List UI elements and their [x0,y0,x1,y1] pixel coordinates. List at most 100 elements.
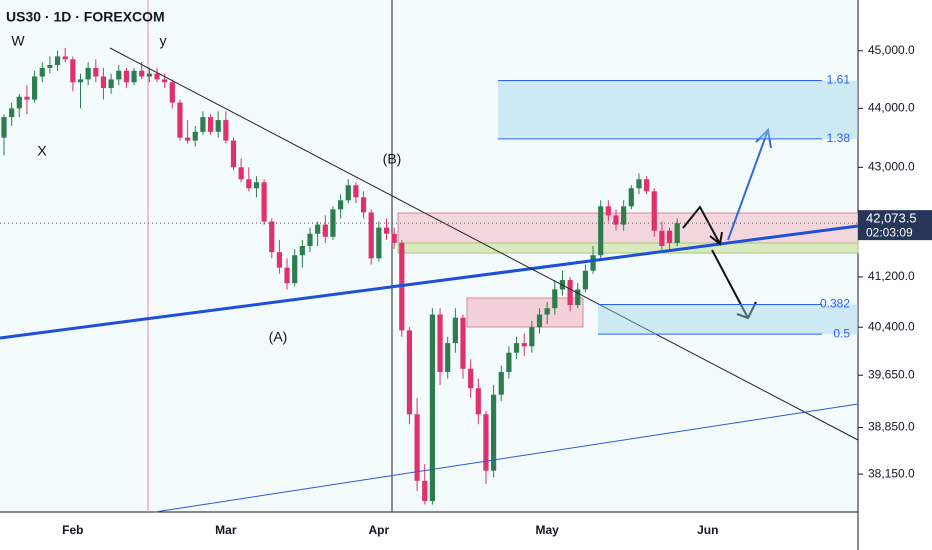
candle-body [605,206,611,216]
candle-body [383,227,390,234]
candle-body [154,73,160,80]
candle-body [146,73,152,77]
candle-body [284,267,290,284]
candle-body [491,394,497,471]
candle-body [93,67,99,77]
candle-body [598,206,604,256]
candle-body [636,179,642,189]
candle-body [16,96,22,109]
last-price-label: 42,073.5 [866,211,917,226]
candle-body [238,167,244,180]
candle-body [32,76,38,100]
y-tick-label: 45,000.0 [868,43,915,57]
candle-body [230,140,237,168]
candle-body [452,317,458,344]
candle-body [345,185,351,201]
drawings [0,47,859,513]
candle-body [276,252,282,268]
candle-body [162,79,168,83]
y-tick-label: 43,000.0 [868,159,915,173]
y-tick-label: 38,850.0 [868,420,915,434]
candle-body [575,289,581,306]
candle-body [429,314,435,502]
fib-label: 1.61 [827,73,851,87]
support-zone [397,242,859,254]
candle-body [651,191,657,231]
y-tick-label: 38,150.0 [868,466,915,480]
candle-body [552,289,558,309]
fib-label: 1.38 [827,131,851,145]
candle-body [475,388,481,415]
candle-body [139,70,145,77]
candle-body [207,117,214,132]
wave-label: (B) [383,151,402,167]
candle-body [200,117,206,132]
candle-body [666,230,673,243]
candle-body [590,255,596,271]
fib-zone [498,80,858,139]
channel-line [154,403,859,513]
candle-body [215,120,221,132]
y-tick-label: 40,400.0 [868,319,915,333]
wave-label: X [37,143,47,159]
x-tick-label: Jun [697,523,718,537]
candle-body [567,280,573,306]
candle-body [644,179,650,192]
candle-body [536,314,543,328]
candle-body [406,330,413,415]
candle-body [613,215,619,225]
candle-body [468,368,474,389]
y-tick-label: 44,000.0 [868,101,915,115]
candle-body [513,343,520,353]
wave-label: W [11,33,25,49]
x-tick-label: Mar [215,523,237,537]
candle-body [47,65,53,68]
candle-body [498,371,504,395]
candle-body [24,96,30,100]
candle-body [391,233,397,243]
candle-body [62,56,68,60]
candle-body [9,108,15,118]
candle-body [414,414,420,481]
candle-body [131,70,137,83]
candle-body [299,246,305,256]
x-tick-label: Feb [62,523,83,537]
trend-line [0,224,859,340]
candle-body [246,179,252,189]
candle-body [460,317,466,369]
candle-body [674,223,680,243]
candle-body [261,182,267,222]
candle-body [422,480,428,502]
candle-body [54,56,61,66]
candle-body [315,224,321,234]
candle-body [123,70,129,83]
trend-line [109,47,859,441]
candle-body [483,414,489,471]
projection-arrow [727,129,769,241]
candle-body [376,227,382,259]
projection-arrow [682,205,721,245]
candle-body [628,188,634,207]
candle-body [85,67,91,80]
demand-zone [466,297,584,328]
candle-body [116,70,122,80]
candle-body [185,137,191,141]
candle-body [353,185,359,198]
countdown-label: 02:03:09 [866,225,913,239]
wave-label: y [160,33,167,49]
candle-body [307,233,313,247]
projection-arrow [711,249,749,319]
arrow-head [736,301,757,320]
candle-body [253,182,260,189]
y-tick-label: 39,650.0 [868,367,915,381]
candle-body [292,255,298,284]
candle-body [360,197,367,213]
candle-body [445,343,451,372]
arrow-head [709,231,723,246]
candle-body [269,221,275,253]
candle-body [39,67,45,77]
candle-body [77,79,84,83]
supply-zone [397,212,859,244]
fib-label: 0.5 [833,326,850,340]
